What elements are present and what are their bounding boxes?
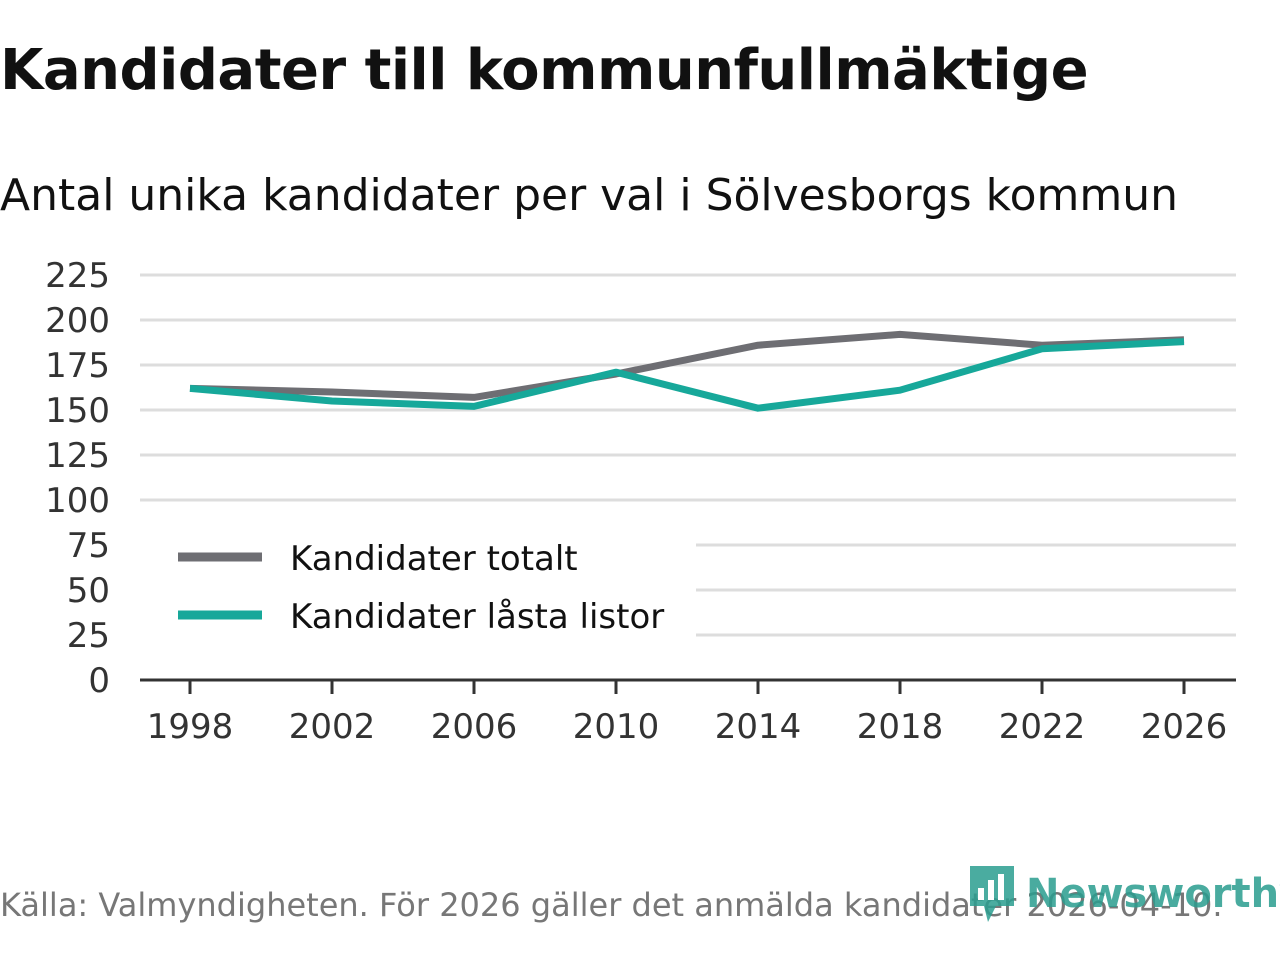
y-tick-label: 225 xyxy=(45,256,110,296)
x-axis: 1998 2002 2006 2010 2014 2018 2022 2026 xyxy=(140,678,1236,747)
y-axis-ticks: 0 25 50 75 100 125 150 175 200 225 xyxy=(45,256,110,701)
legend-label-totalt: Kandidater totalt xyxy=(290,539,578,579)
y-tick-label: 125 xyxy=(45,436,110,476)
x-tick-label: 2014 xyxy=(715,707,802,747)
newsworthy-logo-icon xyxy=(970,866,1014,922)
brand-logo: Newsworthy xyxy=(966,864,1280,924)
x-tick-label: 2002 xyxy=(289,707,376,747)
y-tick-label: 150 xyxy=(45,391,110,431)
x-tick-label: 2006 xyxy=(431,707,518,747)
chart-title: Kandidater till kommunfullmäktige xyxy=(0,38,1089,103)
x-tick-label: 2022 xyxy=(999,707,1086,747)
x-tick-label: 2010 xyxy=(573,707,660,747)
y-tick-label: 200 xyxy=(45,301,110,341)
y-tick-label: 0 xyxy=(88,661,110,701)
x-tick-label: 2026 xyxy=(1141,707,1228,747)
series-line-totalt xyxy=(189,330,1185,401)
y-tick-label: 50 xyxy=(67,571,110,611)
brand-name: Newsworthy xyxy=(1026,871,1280,917)
y-tick-label: 175 xyxy=(45,346,110,386)
y-tick-label: 25 xyxy=(67,616,110,656)
x-tick-label: 1998 xyxy=(147,707,234,747)
y-tick-label: 100 xyxy=(45,481,110,521)
legend-label-lasta: Kandidater låsta listor xyxy=(290,597,664,637)
legend: Kandidater totalt Kandidater låsta listo… xyxy=(140,535,696,640)
series-lines xyxy=(189,330,1185,412)
y-tick-label: 75 xyxy=(67,526,110,566)
x-tick-label: 2018 xyxy=(857,707,944,747)
source-note: Källa: Valmyndigheten. För 2026 gäller d… xyxy=(0,886,1223,924)
series-line-lasta xyxy=(189,338,1185,412)
chart-subtitle: Antal unika kandidater per val i Sölvesb… xyxy=(0,170,1179,221)
